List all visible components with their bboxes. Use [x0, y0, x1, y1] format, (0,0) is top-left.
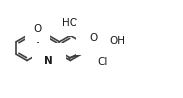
Text: Cl: Cl: [97, 57, 107, 67]
Text: O: O: [89, 33, 97, 43]
Text: OH: OH: [109, 36, 125, 46]
Text: O: O: [33, 24, 42, 34]
Text: N: N: [44, 55, 53, 65]
Text: HO: HO: [62, 18, 78, 28]
